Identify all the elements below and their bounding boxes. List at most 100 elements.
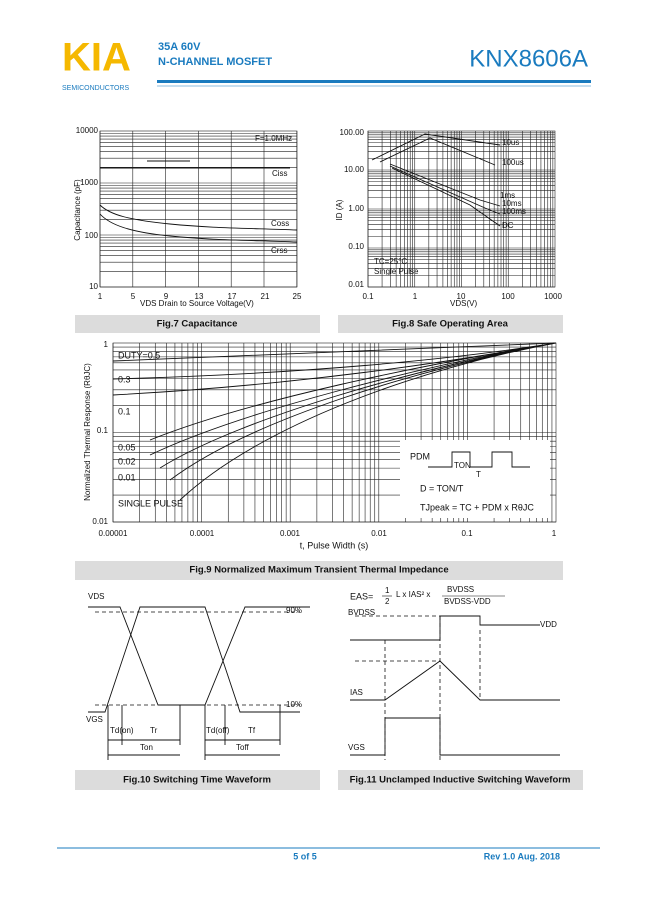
caption: Fig.7 Capacitance <box>157 319 238 330</box>
curve <box>99 213 298 243</box>
waveform <box>350 615 540 641</box>
label: VGS <box>86 715 103 724</box>
y-label: Normalized Thermal Response (RθJC) <box>83 363 92 501</box>
caption: Fig.10 Switching Time Waveform <box>123 775 271 786</box>
caption-box <box>338 770 583 790</box>
x-tick: 21 <box>261 292 270 301</box>
x-tick: 1000 <box>544 292 562 301</box>
annotation: 0.3 <box>118 374 131 384</box>
equation: D = TON/T <box>420 483 464 493</box>
waveform <box>350 660 560 701</box>
annotation: T <box>476 470 481 479</box>
y-tick: 1000 <box>80 178 98 187</box>
level-line <box>95 611 300 706</box>
label: 10% <box>286 700 302 709</box>
curve <box>100 160 290 169</box>
plot-frame <box>367 130 556 288</box>
label: VDS <box>88 592 104 601</box>
y-tick: 0.01 <box>348 280 364 289</box>
caption: Fig.9 Normalized Maximum Transient Therm… <box>189 565 448 576</box>
timing-lines <box>107 705 281 760</box>
annotation: F=1.0MHz <box>255 134 292 143</box>
caption-box <box>75 770 320 790</box>
y-tick: 100 <box>85 231 99 240</box>
grids <box>99 131 556 523</box>
annotation: Ciss <box>272 169 288 178</box>
annotation: TC=25°C <box>374 257 407 266</box>
waveform <box>350 717 560 756</box>
part-number: KNX8606A <box>469 45 588 72</box>
y-tick: 0.01 <box>92 517 108 526</box>
plot-frame <box>112 342 557 523</box>
annotation: PDM <box>410 451 430 461</box>
x-tick: 1 <box>98 292 103 301</box>
x-tick: 0.00001 <box>99 529 128 538</box>
label: Toff <box>236 743 250 752</box>
x-tick: 0.0001 <box>190 529 215 538</box>
x-tick: 0.001 <box>280 529 301 538</box>
y-tick: 1.00 <box>348 204 364 213</box>
label: Ton <box>140 743 153 752</box>
label: VGS <box>348 743 365 752</box>
waveform <box>88 606 300 713</box>
x-tick: 100 <box>501 292 515 301</box>
annotation: Coss <box>271 219 289 228</box>
logo-sub: SEMICONDUCTORS <box>62 85 129 92</box>
annotation: SINGLE PULSE <box>118 498 183 508</box>
equation: L x IAS² x <box>396 590 430 599</box>
equation: 1 <box>385 586 390 595</box>
annotation: Single Pulse <box>374 267 419 276</box>
label: VDD <box>540 620 557 629</box>
pulse-diagram <box>428 451 530 468</box>
x-tick: 10 <box>457 292 466 301</box>
x-tick: 0.1 <box>461 529 473 538</box>
x-label: t, Pulse Width (s) <box>300 540 369 550</box>
label: IAS <box>350 688 363 697</box>
x-tick: 1 <box>552 529 557 538</box>
y-tick: 0.10 <box>348 242 364 251</box>
rating: 35A 60V <box>158 41 201 53</box>
header-rule <box>157 80 591 83</box>
x-tick: 1 <box>413 292 418 301</box>
guide-line <box>355 615 481 760</box>
x-tick: 17 <box>228 292 237 301</box>
x-label: VDS(V) <box>450 299 477 308</box>
annotation: 0.01 <box>118 472 136 482</box>
y-tick: 100.00 <box>340 128 365 137</box>
equation: 2 <box>385 597 390 606</box>
caption: Fig.8 Safe Operating Area <box>392 319 509 330</box>
caption-box <box>338 315 563 333</box>
annotation: DC <box>502 221 514 230</box>
revision: Rev 1.0 Aug. 2018 <box>484 851 560 861</box>
device-type: N-CHANNEL MOSFET <box>158 56 272 68</box>
label: Tr <box>150 726 158 735</box>
caption: Fig.11 Unclamped Inductive Switching Wav… <box>350 775 571 786</box>
y-tick: 10 <box>89 282 98 291</box>
legend-box <box>400 440 550 518</box>
y-tick: 10.00 <box>344 165 365 174</box>
annotation: TON <box>454 461 471 470</box>
annotation: Crss <box>271 246 287 255</box>
x-tick: 25 <box>293 292 302 301</box>
annotation: 0.02 <box>118 456 136 466</box>
page-number: 5 of 5 <box>293 851 317 861</box>
x-label: VDS Drain to Source Voltage(V) <box>140 299 254 308</box>
label: Td(on) <box>110 726 134 735</box>
annotation: 0.1 <box>118 406 131 416</box>
annotation: 1ms <box>500 191 515 200</box>
label: Td(off) <box>206 726 230 735</box>
annotation: 10ms <box>502 199 522 208</box>
annotation: 10us <box>502 138 519 147</box>
annotation: DUTY=0.5 <box>118 350 160 360</box>
label: BVDSS <box>348 608 375 617</box>
y-tick: 1 <box>104 340 109 349</box>
curve <box>112 342 557 501</box>
logo: KIA <box>62 36 131 80</box>
annotation: 0.05 <box>118 442 136 452</box>
equation: EAS= <box>350 591 373 601</box>
y-tick: 0.1 <box>97 426 109 435</box>
y-label: ID (A) <box>335 199 344 220</box>
x-tick: 13 <box>195 292 204 301</box>
curve <box>371 133 501 227</box>
annotation: 100ms <box>502 207 526 216</box>
